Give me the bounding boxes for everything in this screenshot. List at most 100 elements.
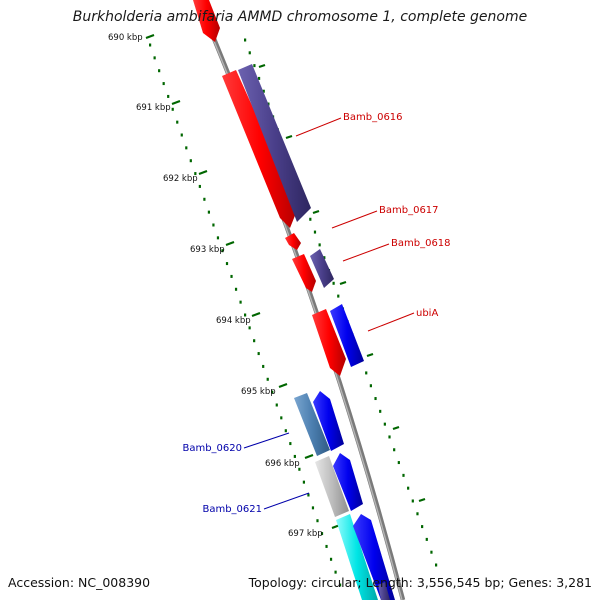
guide-dot [284,429,287,433]
major-tick [418,497,426,503]
ruler-tick-label: 694 kbp [216,316,251,326]
gene-label-leader-line [295,117,342,137]
guide-dot [383,422,386,426]
guide-dot [293,454,296,458]
ruler-tick-label: 690 kbp [108,33,143,43]
guide-dot [253,339,256,343]
feature-arrow-bamb-0616-reverse [222,70,298,228]
major-tick [304,453,314,460]
guide-dot [311,506,315,510]
guide-dot [374,397,377,401]
guide-dot [421,525,424,529]
guide-dot [397,461,400,465]
major-tick [251,311,261,318]
gene-label-leader-line [243,432,290,449]
guide-dot [275,403,278,407]
feature-arrow-bottom-forward [353,514,395,600]
guide-dot [411,499,414,503]
major-tick [225,240,235,247]
guide-dot [402,473,405,477]
guide-dot [189,159,192,163]
guide-dot [225,262,229,266]
guide-dot [207,210,211,214]
guide-dot [257,352,260,356]
guide-dot [332,281,335,285]
gene-label: Bamb_0620 [182,443,242,454]
ruler-tick-labels: 690 kbp 691 kbp 692 kbp 693 kbp 694 kbp 695 k… [108,33,323,539]
guide-dot [325,544,328,548]
guide-dot [309,217,312,221]
major-tick [278,382,288,389]
guide-dot [216,236,220,240]
major-tick [366,352,374,358]
gene-label: Bamb_0617 [379,205,439,216]
guide-dot [323,256,326,260]
major-tick [258,63,266,69]
guide-dot [253,64,256,68]
gene-label-leader-line [367,312,415,332]
guide-dot [298,467,301,471]
ruler-tick-label: 696 kbp [265,459,300,469]
guide-dot [302,480,306,484]
guide-dot [212,223,215,227]
feature-arrow-top-reverse [193,0,220,42]
major-tick [171,99,181,106]
ruler-tick-label: 693 kbp [190,245,225,255]
gene-label-leader-line [342,243,390,262]
guide-dot [244,38,247,42]
guide-dot [416,512,419,516]
gene-label: ubiA [416,308,438,319]
feature-arrow-bamb-0620-forward [313,391,344,451]
guide-dot [153,56,156,60]
guide-dot [262,89,265,93]
guide-dot [262,364,265,368]
guide-dot [244,313,247,317]
guide-dot [334,570,337,574]
guide-dot [266,377,269,381]
guide-dot [203,197,206,201]
guide-dot [221,249,224,253]
gene-labels: Bamb_0616 Bamb_0617 Bamb_0618 ubiA Bamb_0620… [182,112,450,515]
guide-dot [435,563,438,567]
gene-label-leader-line [263,492,310,510]
guide-dot [313,230,317,234]
guide-dot [365,371,368,375]
guide-dot [425,537,428,541]
guide-dot [176,120,179,124]
guide-dot [369,384,372,388]
guide-dot [239,300,242,304]
guide-dot [194,172,197,176]
guide-dot [280,416,283,420]
ruler-tick-label: 695 kbp [241,387,276,397]
guide-dot [234,287,238,291]
guide-dot [198,184,201,188]
guide-dot [257,76,261,80]
feature-arrow-bamb-0618-forward [310,249,334,288]
guide-dot [316,519,319,523]
feature-arrow-ubia-reverse [312,309,346,376]
gene-label: Bamb_0621 [202,504,262,515]
genome-summary-text: Topology: circular; Length: 3,556,545 bp… [248,575,592,590]
major-tick [285,134,293,140]
feature-arrow-bamb-0618-reverse [292,254,316,292]
guide-dot [167,94,170,98]
guide-dot [430,550,433,554]
guide-dot [271,390,274,394]
guide-dot [289,442,292,446]
guide-dot [337,294,340,298]
guide-dot [185,146,188,150]
guide-dot [158,69,161,73]
guide-dot [230,274,233,278]
ruler-tick-label: 692 kbp [163,174,198,184]
guide-dot [388,435,391,439]
feature-arrow-bamb-0620 [294,393,330,456]
gene-label: Bamb_0618 [391,238,451,249]
feature-arrow-bottom-purple-tail [378,582,390,600]
feature-arrow-ubia-forward [330,304,364,367]
guide-dot [318,243,321,247]
feature-arrow-bottom-cyan [336,514,378,600]
major-tick [145,33,155,40]
gene-label: Bamb_0616 [343,112,403,123]
accession-text: Accession: NC_008390 [8,575,151,590]
